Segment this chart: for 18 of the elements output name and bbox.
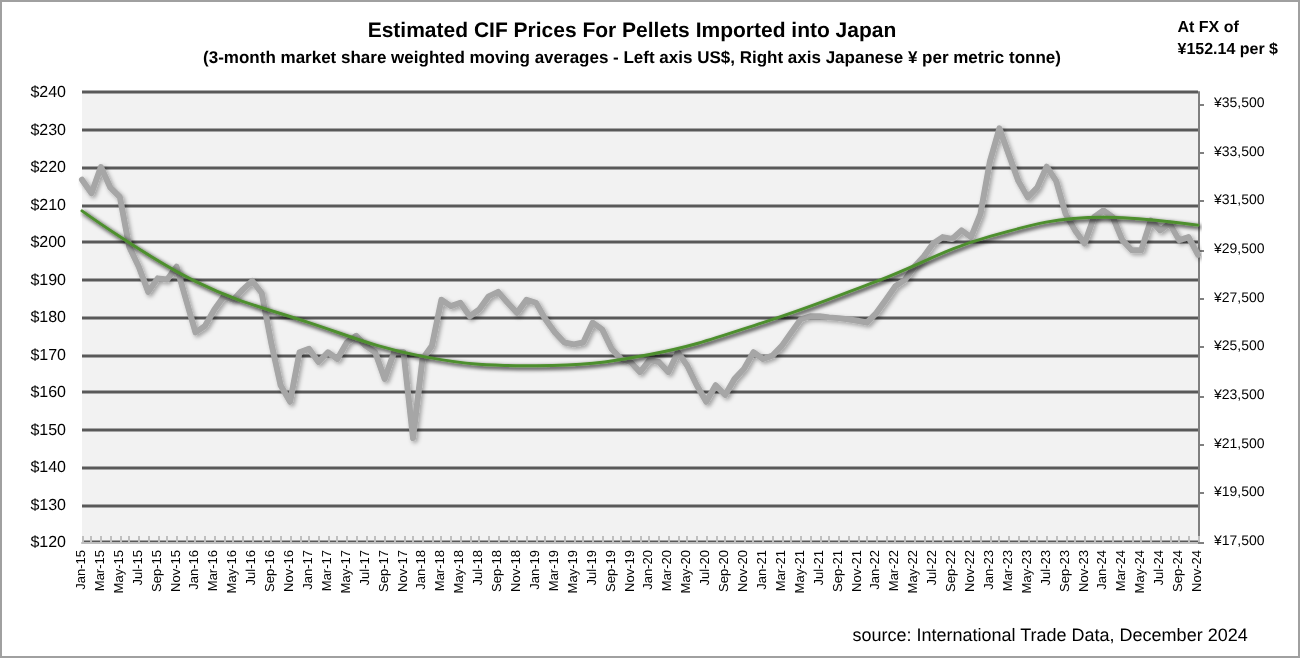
- text: At FX of ¥152.14 per $: [1177, 18, 1280, 58]
- y-tick-label: $180: [30, 308, 68, 326]
- chart-subtitle: (3-month market share weighted moving averages - Left axis US$, Right axis Japanese ¥ per metric tonne): [203, 47, 1062, 67]
- chart-title: Estimated CIF Prices For Pellets Imported into Japan: [367, 19, 897, 43]
- y-tick-label: $210: [30, 195, 68, 214]
- y-tick-label: $140: [30, 458, 68, 476]
- y-tick-label: $150: [30, 420, 68, 439]
- y-tick-label: $160: [30, 383, 68, 401]
- y-tick-label: $120: [30, 533, 68, 551]
- y-tick-label: $220: [30, 158, 68, 176]
- y-tick-label: $200: [30, 233, 68, 251]
- y-tick-label: $230: [30, 120, 68, 139]
- source-note: source: International Trade Data, December 2024: [852, 625, 1248, 645]
- y-tick-label: $190: [30, 270, 68, 289]
- y-tick-label: $240: [30, 83, 68, 101]
- y-tick-label: $130: [30, 495, 68, 514]
- line-series: [79, 125, 1201, 442]
- y-tick-label: $170: [30, 345, 68, 364]
